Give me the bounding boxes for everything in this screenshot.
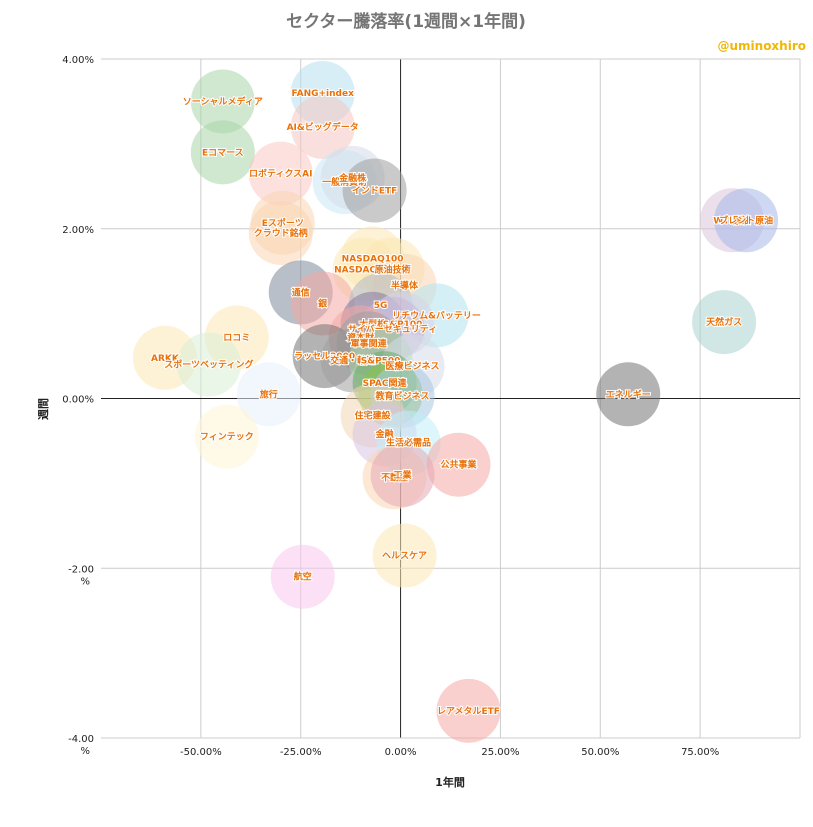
data-point-label: リチウム&バッテリー	[392, 310, 481, 321]
data-point-label: クラウド銘柄	[254, 227, 308, 239]
data-point-label: 大型株	[359, 318, 387, 330]
data-point-label: 天然ガス	[706, 316, 742, 328]
data-point-label: NTT	[381, 390, 402, 400]
data-point	[248, 141, 313, 206]
data-point-label: ヘルスケア	[382, 551, 427, 562]
data-point-label: WTI原油	[713, 214, 750, 226]
data-point-label: 不動産	[381, 471, 408, 483]
data-point	[342, 158, 407, 223]
data-point-label: 原油技術	[375, 263, 411, 275]
data-point-label: NASDAQ総合	[334, 263, 396, 275]
data-point-label: NASDAQ100	[342, 254, 404, 264]
y-tick-label: -4.00%	[68, 734, 94, 757]
data-point-label: スポーツベッティング	[164, 359, 253, 371]
data-point	[372, 523, 437, 588]
data-point	[270, 544, 335, 609]
data-point-label: 住宅建設	[355, 409, 392, 421]
data-point-label: 公共事業	[440, 459, 477, 471]
data-point-label: 医療ビジネス	[386, 360, 440, 372]
y-tick-label: 2.00%	[62, 225, 94, 236]
data-point-label: SPAC関連	[363, 377, 408, 389]
data-point-label: フィンテック	[200, 432, 254, 443]
data-point	[176, 332, 241, 397]
data-point-label: 通信	[292, 286, 310, 298]
data-point-label: サイバーセキュリティ	[348, 324, 437, 335]
data-point-label: 資本財	[347, 331, 374, 343]
x-axis-title: 1年間	[435, 775, 465, 789]
data-point	[692, 290, 757, 355]
data-point-label: 銀	[318, 297, 327, 309]
data-point-label: S&P100	[383, 320, 423, 330]
data-point-label: 旅行	[260, 388, 278, 400]
x-tick-label: -50.00%	[180, 747, 222, 758]
data-point	[436, 678, 501, 743]
x-tick-label: 75.00%	[681, 747, 719, 758]
data-point	[248, 200, 313, 265]
data-point-label: ロコミ	[223, 332, 250, 343]
data-point-label: 交通・輸送	[330, 354, 376, 366]
x-tick-label: 50.00%	[581, 747, 619, 758]
author-credit: @uminoxhiro	[717, 39, 806, 53]
data-point	[194, 404, 259, 469]
data-point	[426, 432, 491, 497]
data-point-label: ブレント原油	[719, 214, 773, 226]
y-tick-label: 4.00%	[62, 55, 94, 66]
data-point-label: 工業	[394, 469, 413, 481]
data-point-label: Eスポーツ	[262, 217, 304, 229]
data-point-label: レアメタルETF	[437, 705, 500, 717]
point-labels: ソーシャルメディア FANG+index AI&ビッグデータ EコマースロボティクスA…	[150, 88, 774, 718]
y-tick-label: 0.00%	[62, 395, 94, 406]
data-point-label: 軍事関連	[351, 337, 388, 349]
data-point-label: ソーシャルメディア	[183, 95, 263, 107]
data-point-label: 生活必需品	[386, 437, 431, 449]
data-points	[132, 60, 779, 743]
x-tick-label: -25.00%	[280, 747, 322, 758]
data-point-label: エネルギー	[606, 388, 651, 400]
data-point-label: ARKK	[151, 354, 180, 364]
data-point-label: 教育ビジネス	[375, 390, 430, 402]
y-axis-title: 週間	[36, 398, 50, 420]
data-point-label: AI&ビッグデータ	[287, 121, 359, 133]
data-point-label: 5G	[374, 301, 388, 311]
data-point-label: S&P500	[361, 356, 401, 366]
data-point	[370, 442, 435, 507]
data-point-label: 一般消費財	[322, 176, 367, 188]
data-point-label: Eコマース	[202, 147, 244, 158]
data-point	[190, 69, 255, 134]
tick-labels: -50.00% -25.00% 0.00% 25.00% 50.00% 75.00% 4.0…	[62, 55, 719, 758]
data-point-label: 半導体	[391, 280, 419, 292]
chart-title: セクター騰落率(1週間×1年間)	[286, 11, 526, 32]
data-point	[290, 94, 355, 159]
data-point	[714, 188, 779, 253]
x-tick-label: 25.00%	[481, 747, 519, 758]
data-point-label: ロボティクスAI	[249, 168, 313, 180]
data-point-label: ラッセル2000	[294, 351, 355, 362]
data-point-label: インドETF	[352, 186, 397, 197]
data-point-label: 金融	[375, 428, 394, 440]
data-point-label: FANG+index	[291, 89, 354, 99]
x-tick-label: 0.00%	[385, 747, 417, 758]
data-point	[596, 362, 661, 427]
data-point	[236, 362, 301, 427]
y-tick-label: -2.00%	[68, 564, 94, 587]
data-point-label: 金融株	[338, 172, 367, 184]
data-point-label: 航空	[294, 571, 312, 583]
data-point	[190, 120, 255, 185]
